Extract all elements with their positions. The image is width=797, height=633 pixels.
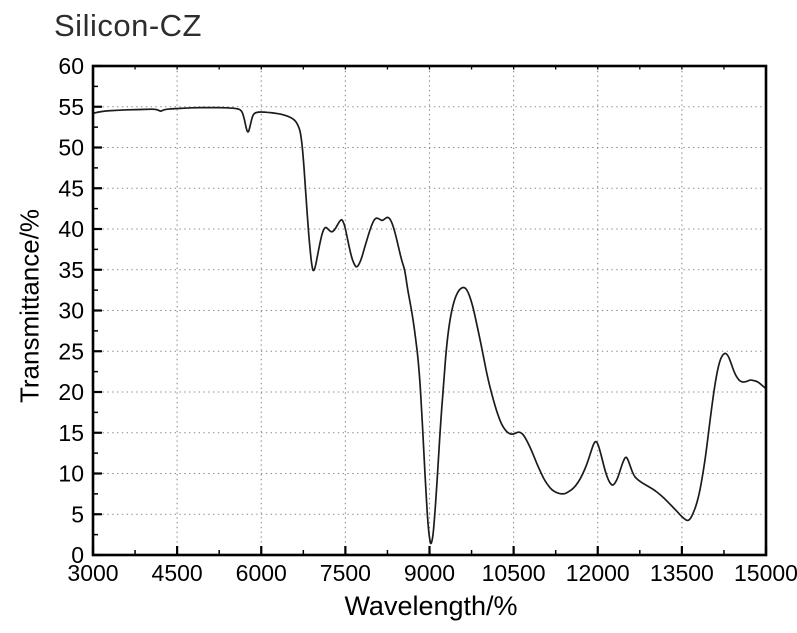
x-axis-title: Wavelength/% <box>344 591 518 621</box>
y-tick-label: 20 <box>58 379 84 405</box>
axis-ticks <box>91 64 768 557</box>
y-tick-label: 30 <box>58 298 84 324</box>
chart-title: Silicon-CZ <box>54 8 202 43</box>
y-tick-label: 15 <box>58 420 84 446</box>
transmittance-curve <box>92 106 767 545</box>
tick-labels: 0 5 10 15 20 25 30 35 40 45 50 55 60 3000 4500 6000 7500… <box>58 53 797 586</box>
x-tick-label: 15000 <box>734 560 797 586</box>
y-tick-label: 50 <box>58 135 84 161</box>
y-tick-label: 40 <box>58 216 84 242</box>
y-tick-label: 5 <box>71 501 84 527</box>
x-tick-label: 3000 <box>67 560 118 586</box>
y-tick-label: 0 <box>71 542 84 568</box>
x-tick-label: 12000 <box>566 560 630 586</box>
y-tick-label: 25 <box>58 338 84 364</box>
y-tick-label: 45 <box>58 175 84 201</box>
x-tick-label: 9000 <box>404 560 455 586</box>
y-axis-title: Transmittance/% <box>14 208 45 404</box>
x-tick-label: 6000 <box>236 560 287 586</box>
x-tick-label: 10500 <box>482 560 546 586</box>
y-tick-label: 35 <box>58 257 84 283</box>
x-tick-label: 7500 <box>320 560 371 586</box>
y-tick-label: 55 <box>58 94 84 120</box>
x-tick-label: 4500 <box>152 560 203 586</box>
y-tick-label: 60 <box>58 53 84 79</box>
x-tick-label: 13500 <box>650 560 714 586</box>
grid-lines <box>93 66 766 555</box>
y-tick-label: 10 <box>58 461 84 487</box>
